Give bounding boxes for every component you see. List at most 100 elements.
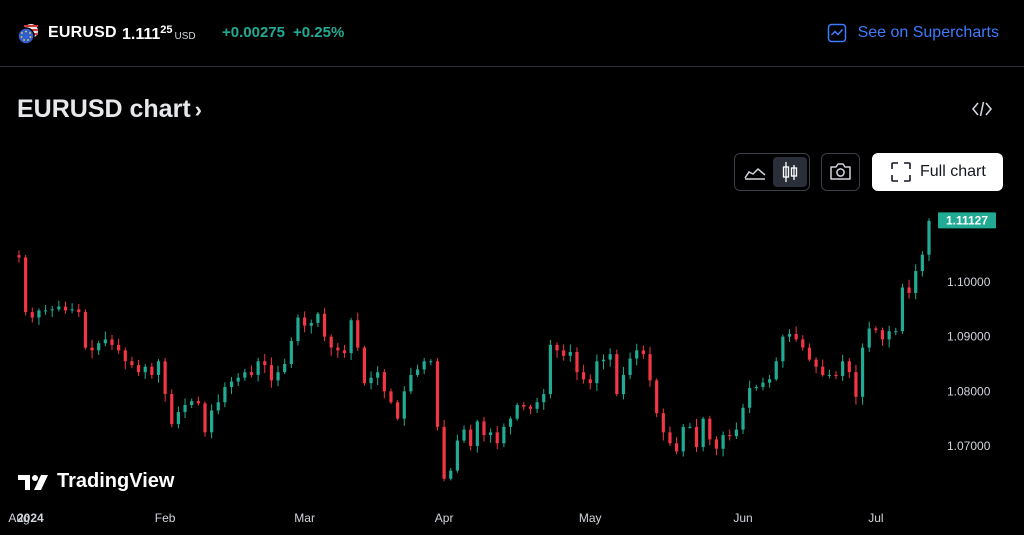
candle-body	[528, 406, 533, 409]
embed-code-icon[interactable]	[970, 99, 994, 119]
symbol-header: EURUSD 1.11125USD +0.00275 +0.25% See on …	[0, 0, 1024, 67]
candle-body	[508, 418, 513, 427]
candle-body	[787, 333, 792, 337]
candle-body	[575, 351, 579, 373]
candle-body	[389, 391, 393, 403]
x-tick-label: Mar	[294, 511, 315, 525]
candle-body	[555, 344, 559, 351]
candle-body	[415, 369, 420, 375]
last-price-badge	[938, 212, 996, 229]
candle-body	[635, 350, 639, 359]
candle-body	[402, 391, 406, 419]
candle-body	[482, 421, 486, 436]
candle-body	[117, 344, 121, 351]
candle-body	[781, 336, 785, 362]
price-change: +0.00275 +0.25%	[222, 24, 344, 41]
candle-body	[143, 366, 147, 373]
candle-body	[24, 257, 28, 313]
candle-body	[422, 361, 426, 370]
full-chart-button[interactable]: Full chart	[872, 153, 1003, 191]
candle-body	[595, 361, 599, 384]
x-tick-label: Apr	[435, 511, 454, 525]
candle-body	[216, 402, 220, 411]
candle-body	[130, 361, 134, 366]
candle-body	[17, 255, 21, 258]
y-tick-label: 1.10000	[947, 275, 991, 289]
candle-body	[236, 377, 240, 382]
candle-body	[542, 394, 546, 403]
candle-body	[774, 361, 778, 380]
candle-body	[70, 309, 74, 311]
last-price-label: 1.11127	[946, 213, 988, 227]
candle-body	[907, 287, 911, 293]
candle-body	[522, 405, 526, 407]
candle-body	[57, 306, 61, 310]
candle-body	[263, 361, 267, 366]
candle-body	[163, 361, 167, 395]
candle-body	[110, 339, 114, 345]
x-tick-label: 2024	[17, 511, 44, 525]
candle-body	[50, 309, 54, 311]
candle-body	[349, 320, 353, 354]
candle-body	[283, 364, 287, 373]
candle-body	[754, 386, 758, 389]
tradingview-logo: TradingView	[17, 470, 174, 493]
candle-body	[382, 372, 386, 392]
area-chart-button[interactable]	[738, 157, 772, 187]
candle-body	[249, 372, 254, 375]
candle-body	[336, 347, 340, 351]
candle-body	[369, 377, 373, 384]
price-currency: USD	[174, 31, 196, 42]
candle-body	[97, 343, 101, 351]
tradingview-wordmark: TradingView	[57, 470, 175, 492]
candle-body	[801, 339, 805, 348]
candle-body	[860, 347, 865, 397]
candle-body	[475, 421, 479, 446]
chart-title-link[interactable]: EURUSD chart ›	[17, 95, 202, 124]
candle-body	[748, 388, 752, 408]
candle-body	[728, 435, 732, 437]
candle-body	[655, 380, 659, 414]
candlestick-chart[interactable]: 1.10000 1.09000 1.08000 1.07000 1.11127 2024 F…	[0, 200, 1024, 535]
candle-body	[688, 426, 692, 428]
candle-body	[807, 347, 812, 360]
candle-body	[203, 403, 207, 433]
candle-body	[767, 379, 772, 383]
see-on-supercharts-link[interactable]: See on Supercharts	[827, 23, 999, 43]
candle-body	[827, 374, 831, 376]
candle-body	[322, 313, 327, 337]
change-absolute: +0.00275	[222, 24, 285, 41]
x-tick-label: Jul	[868, 511, 883, 525]
candle-body	[854, 372, 858, 397]
candle-body	[920, 254, 924, 272]
candle-body	[43, 310, 48, 312]
candle-body	[721, 435, 725, 449]
candle-body	[77, 309, 81, 313]
candle-body	[83, 312, 88, 348]
fullscreen-icon	[891, 162, 911, 182]
candle-body	[867, 328, 871, 348]
y-tick-label: 1.08000	[947, 384, 991, 398]
candle-body	[734, 429, 738, 437]
chart-title: EURUSD chart	[17, 95, 191, 123]
candle-body	[196, 401, 200, 404]
candle-body	[243, 372, 247, 378]
current-price: 1.11125USD	[122, 24, 196, 44]
symbol-name[interactable]: EURUSD	[48, 24, 117, 41]
candle-body	[761, 382, 765, 387]
screenshot-button[interactable]	[821, 153, 860, 191]
candle-body	[150, 366, 154, 375]
candle-body	[489, 432, 493, 436]
eu-us-flag-icon	[17, 24, 38, 45]
candle-body	[608, 354, 612, 360]
candle-body	[927, 220, 931, 255]
candle-body	[681, 426, 685, 452]
candle-body	[874, 328, 878, 331]
x-tick-label: Aug	[8, 511, 29, 525]
candle-body	[814, 359, 818, 367]
candle-body	[615, 354, 619, 395]
candle-body	[176, 412, 181, 425]
candle-body	[455, 440, 459, 471]
candle-body	[103, 339, 107, 344]
candlestick-chart-button[interactable]	[773, 157, 807, 187]
